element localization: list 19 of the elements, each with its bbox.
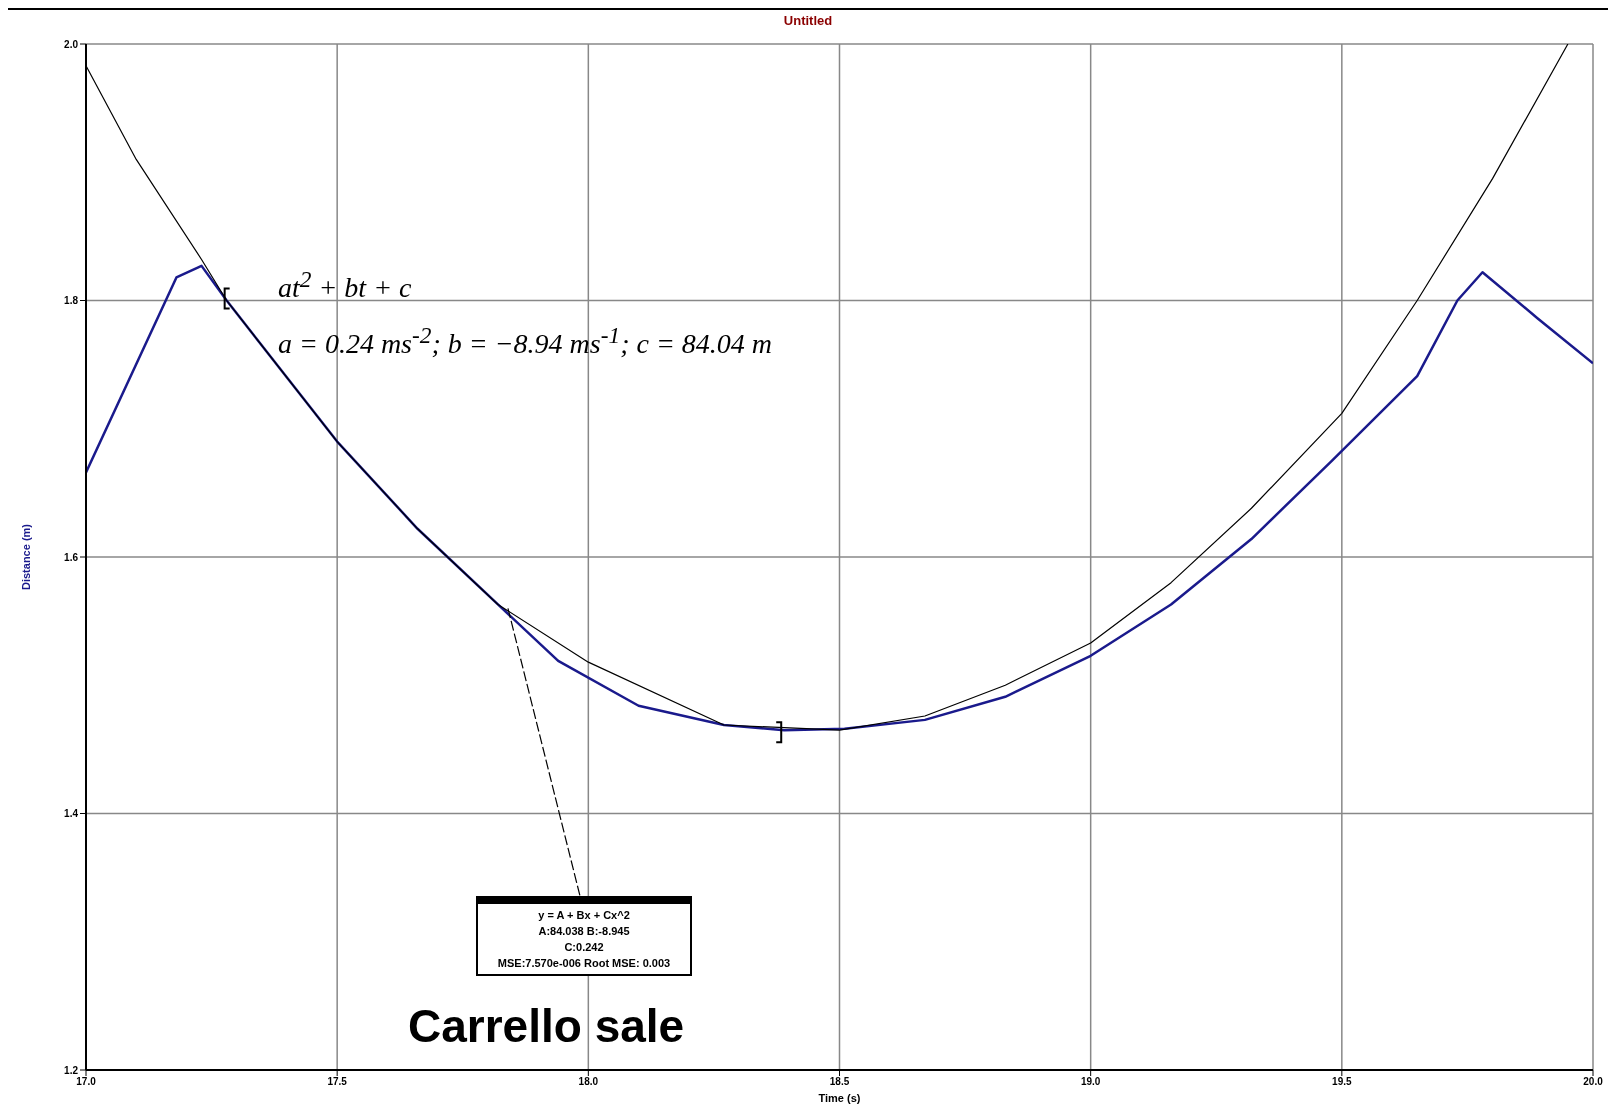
x-tick-label: 17.0 — [76, 1076, 97, 1088]
x-tick-label: 19.5 — [1332, 1076, 1352, 1088]
chart-title: Untitled — [8, 8, 1608, 34]
y-tick-label: 2.0 — [64, 38, 79, 50]
annotation: a = 0.24 ms$^{-2}$; b = −8.94 ms$^{-1}$; c = 84.04 m — [278, 322, 772, 361]
x-tick-label: 19.0 — [1080, 1076, 1101, 1088]
note-box: y = A + Bx + Cx^2 A:84.038 B:-8.945 C:0.242 MSE:7.570e-006 Root MSE: 0.003 — [476, 896, 692, 976]
y-axis-title: Distance (m) — [19, 523, 32, 591]
x-tick-label: 18.5 — [829, 1076, 850, 1088]
x-tick-label: 17.5 — [327, 1076, 348, 1088]
y-tick-label: 1.6 — [64, 551, 79, 563]
x-tick-label: 20.0 — [1583, 1076, 1604, 1088]
annotation: at$^{2}$ + bt + c — [278, 266, 412, 305]
y-tick-label: 1.2 — [64, 1064, 79, 1076]
y-tick-label: 1.8 — [64, 295, 79, 307]
y-tick-label: 1.4 — [64, 808, 79, 820]
x-axis-title: Time (s) — [818, 1092, 861, 1104]
x-tick-label: 18.0 — [578, 1076, 599, 1088]
annotation: Carrello sale — [408, 999, 685, 1053]
